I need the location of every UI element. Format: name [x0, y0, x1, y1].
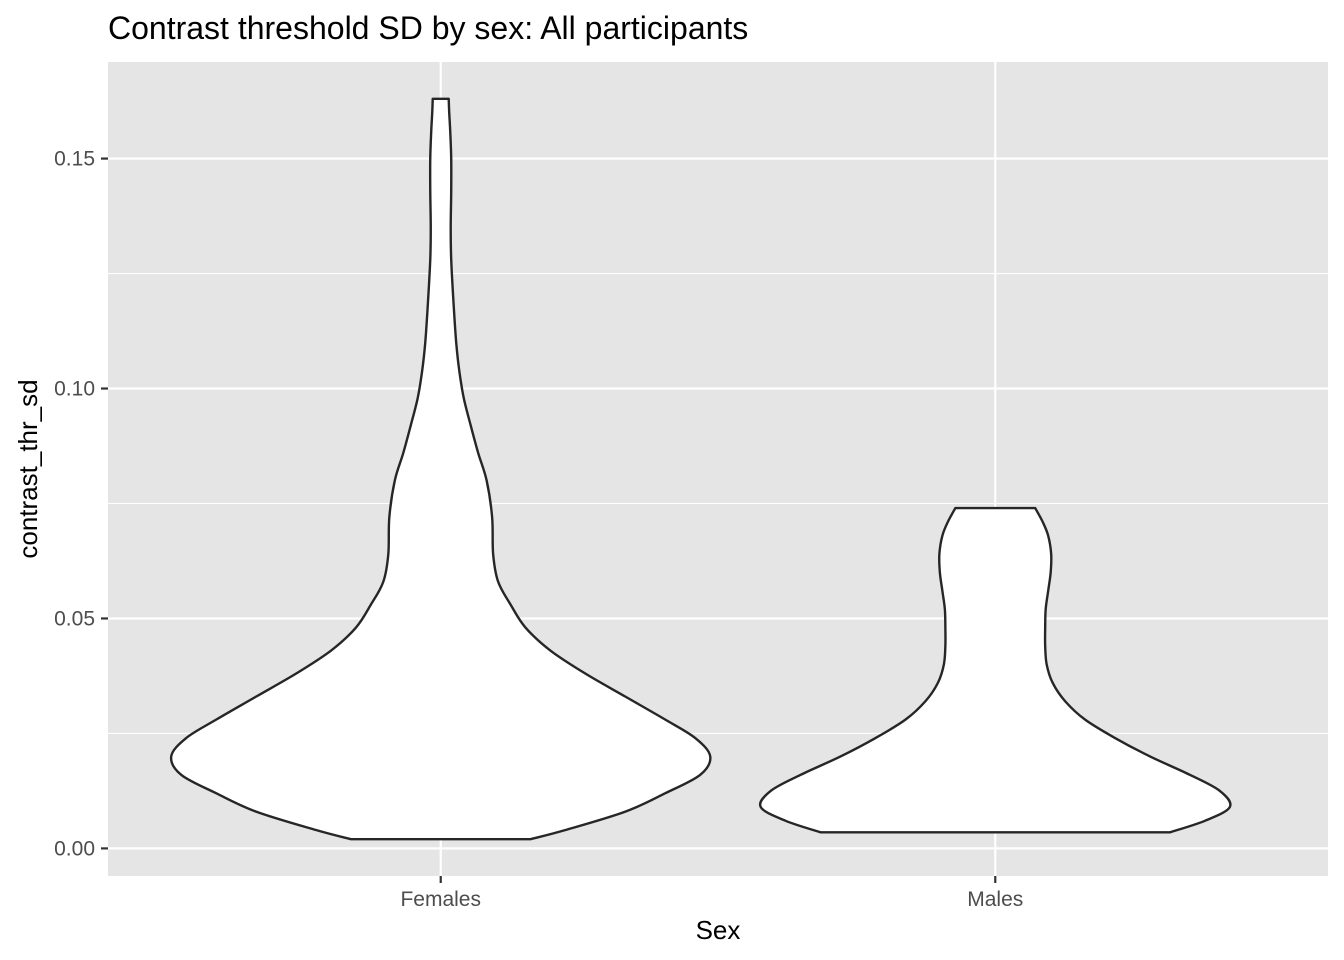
x-axis-title: Sex [696, 915, 741, 945]
violin-females [169, 97, 712, 841]
violins [169, 97, 1232, 841]
y-axis: 0.00 0.05 0.10 0.15 [54, 148, 108, 860]
y-tick-label: 0.10 [54, 378, 95, 401]
chart-title: Contrast threshold SD by sex: All partic… [108, 10, 748, 46]
x-tick-label: Males [967, 888, 1023, 911]
y-tick-label: 0.15 [54, 148, 95, 171]
x-axis: Females Males [400, 876, 1023, 911]
violin-males [758, 506, 1232, 834]
x-tick-label: Females [400, 888, 481, 911]
y-axis-title: contrast_thr_sd [13, 379, 43, 558]
y-tick-label: 0.00 [54, 837, 95, 860]
y-tick-label: 0.05 [54, 607, 95, 630]
